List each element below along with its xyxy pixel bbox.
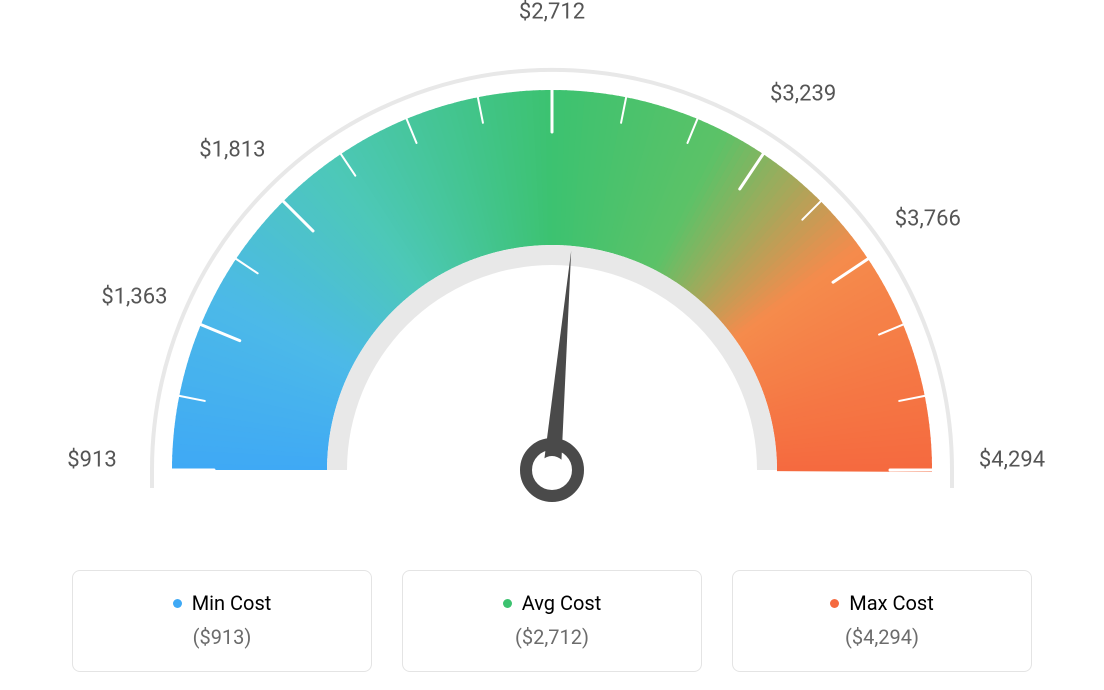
legend-value-min: ($913)	[73, 625, 371, 649]
gauge-tick-label: $3,239	[770, 82, 836, 107]
legend-value-avg: ($2,712)	[403, 625, 701, 649]
legend-dot-max	[830, 599, 839, 608]
legend-label-max: Max Cost	[849, 591, 934, 615]
legend-card-min: Min Cost ($913)	[72, 570, 372, 672]
legend-title-min: Min Cost	[173, 591, 272, 615]
legend-card-max: Max Cost ($4,294)	[732, 570, 1032, 672]
gauge-tick-label: $1,363	[101, 285, 167, 310]
legend-title-avg: Avg Cost	[503, 591, 602, 615]
legend-card-avg: Avg Cost ($2,712)	[402, 570, 702, 672]
legend-row: Min Cost ($913) Avg Cost ($2,712) Max Co…	[0, 570, 1104, 672]
gauge-tick-label: $913	[67, 448, 116, 473]
legend-title-max: Max Cost	[830, 591, 934, 615]
legend-label-avg: Avg Cost	[522, 591, 602, 615]
gauge-tick-label: $1,813	[199, 138, 265, 163]
gauge-svg	[0, 0, 1104, 560]
legend-label-min: Min Cost	[192, 591, 272, 615]
legend-value-max: ($4,294)	[733, 625, 1031, 649]
legend-dot-avg	[503, 599, 512, 608]
gauge-tick-label: $4,294	[979, 448, 1045, 473]
gauge-tick-label: $3,766	[895, 206, 961, 231]
gauge-tick-label: $2,712	[519, 0, 585, 25]
gauge-chart: $913 $1,363 $1,813 $2,712 $3,239 $3,766 $4,294	[0, 0, 1104, 560]
legend-dot-min	[173, 599, 182, 608]
